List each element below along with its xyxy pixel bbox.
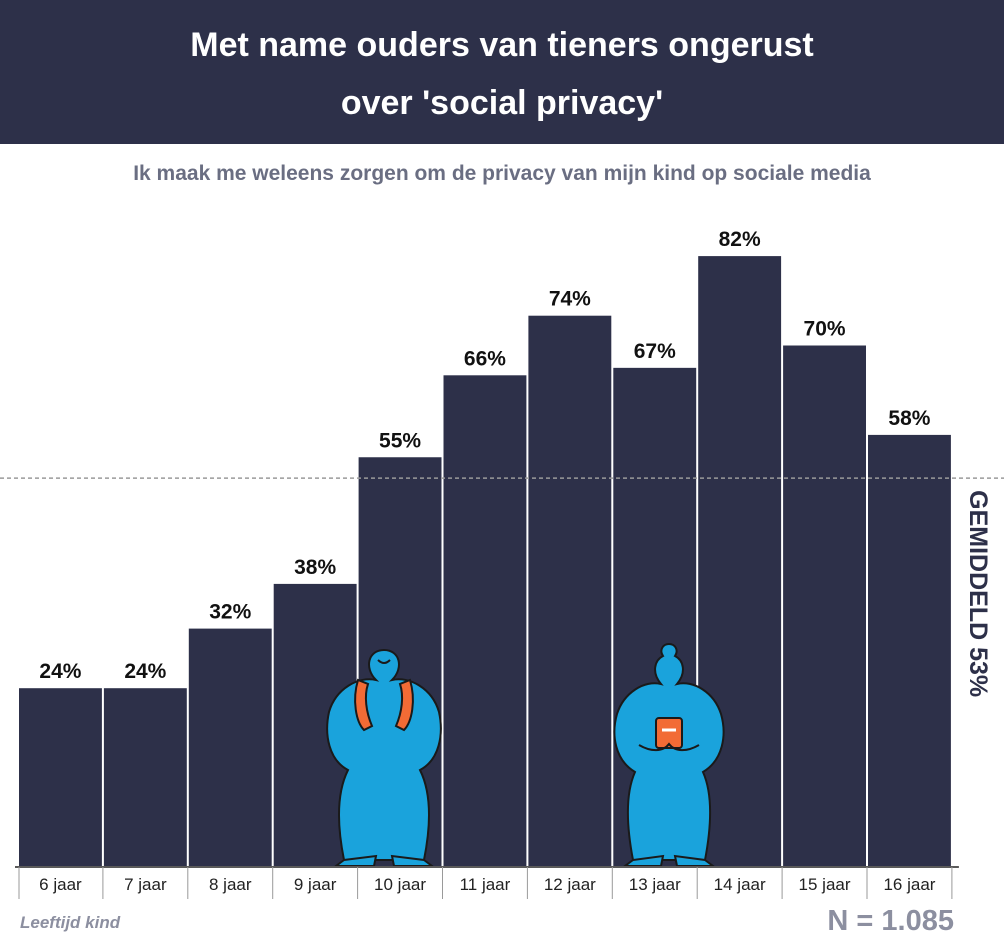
bar-15-jaar xyxy=(783,345,866,867)
data-labels-group: 24% 24% 32% 38% 55% 66% 74% 67% 82% 70% 58% xyxy=(39,228,930,683)
data-label: 24% xyxy=(39,660,81,683)
x-tick-label: 9 jaar xyxy=(294,875,337,894)
data-label: 24% xyxy=(124,660,166,683)
data-label: 82% xyxy=(719,228,761,251)
chart-title-line-1: Met name ouders van tieners ongerust xyxy=(190,26,814,64)
x-axis-label: Leeftijd kind xyxy=(20,913,121,932)
chart-header: Met name ouders van tieners ongerust ove… xyxy=(0,0,1004,144)
x-tick-label: 11 jaar xyxy=(460,875,511,894)
bar-11-jaar xyxy=(443,375,527,867)
x-tick-label: 6 jaar xyxy=(39,875,82,894)
bar-7-jaar xyxy=(103,688,187,867)
chart-subtitle: Ik maak me weleens zorgen om de privacy … xyxy=(133,162,871,185)
bar-12-jaar xyxy=(528,315,612,867)
x-tick-label: 7 jaar xyxy=(124,875,167,894)
data-label: 38% xyxy=(294,556,336,579)
x-tick-label: 14 jaar xyxy=(714,875,766,894)
average-label: GEMIDDELD 53% xyxy=(964,490,992,697)
data-label: 58% xyxy=(888,407,930,430)
person-backpack-icon xyxy=(326,648,442,867)
x-tick-label: 8 jaar xyxy=(209,875,252,894)
data-label: 67% xyxy=(634,340,676,363)
chart-title-line-2: over 'social privacy' xyxy=(340,84,664,122)
data-label: 74% xyxy=(549,288,591,311)
illustrations-group xyxy=(326,642,725,867)
data-label: 32% xyxy=(209,601,251,624)
x-tick-label: 16 jaar xyxy=(883,875,935,894)
x-tick-label: 13 jaar xyxy=(629,875,681,894)
x-axis-tick-labels-group: 6 jaar 7 jaar 8 jaar 9 jaar 10 jaar 11 jaar 12… xyxy=(39,875,936,894)
bar-16-jaar xyxy=(868,434,951,867)
data-label: 66% xyxy=(464,347,506,370)
x-tick-label: 15 jaar xyxy=(799,875,851,894)
x-tick-label: 12 jaar xyxy=(544,875,596,894)
bar-14-jaar xyxy=(698,256,782,868)
x-axis-ticks-group xyxy=(18,867,953,899)
data-label: 70% xyxy=(804,318,846,341)
data-label: 55% xyxy=(379,429,421,452)
bar-8-jaar xyxy=(188,628,272,867)
x-tick-label: 10 jaar xyxy=(374,875,426,894)
sample-size-label: N = 1.085 xyxy=(827,905,954,937)
bar-6-jaar xyxy=(19,688,102,867)
